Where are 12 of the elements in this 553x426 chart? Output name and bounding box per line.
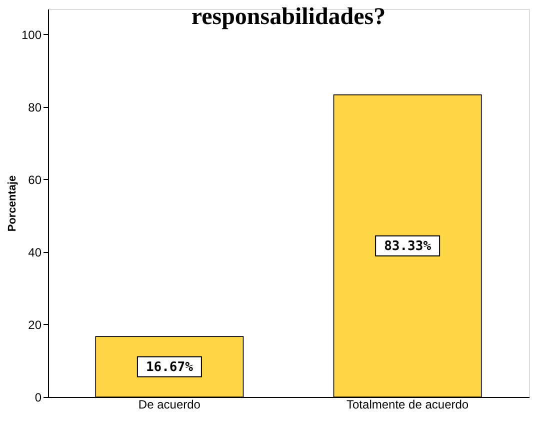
y-tick-label: 20 [28, 318, 42, 332]
x-tick-label: Totalmente de acuerdo [346, 398, 469, 412]
y-tick-label: 0 [34, 390, 42, 404]
y-tick-label: 60 [28, 172, 42, 187]
y-axis-title: Porcentaje [6, 175, 18, 232]
y-tick-label: 100 [21, 28, 42, 42]
y-tick-label: 40 [28, 245, 42, 260]
chart-title: responsabilidades? [191, 4, 386, 30]
data-label: 16.67% [146, 360, 194, 375]
data-label: 83.33% [384, 238, 432, 254]
y-tick-label: 80 [28, 100, 42, 114]
x-tick-label: De acuerdo [138, 398, 201, 412]
